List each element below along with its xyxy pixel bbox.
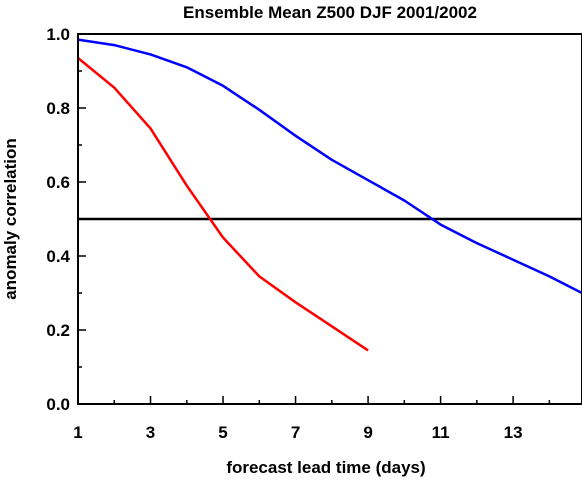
- x-tick-label: 1: [73, 423, 82, 442]
- x-tick-label: 5: [218, 423, 227, 442]
- y-tick-label: 0.2: [46, 321, 70, 340]
- series-line-blue: [77, 38, 582, 295]
- x-axis-label: forecast lead time (days): [226, 458, 425, 477]
- y-tick-label: 1.0: [46, 25, 70, 44]
- y-tick-label: 0.8: [46, 99, 70, 118]
- x-tick-label: 7: [291, 423, 300, 442]
- series-line-red: [77, 57, 369, 352]
- x-tick-label: 11: [432, 423, 450, 442]
- y-axis-label: anomaly correlation: [1, 138, 20, 300]
- chart-title: Ensemble Mean Z500 DJF 2001/2002: [183, 3, 477, 22]
- x-tick-label: 13: [504, 423, 523, 442]
- axes-layer: 1 3 5 7 9 11 130.00.20.40.60.81.0: [46, 25, 551, 442]
- x-tick-label: 9: [363, 423, 372, 442]
- y-tick-label: 0.6: [46, 173, 70, 192]
- y-tick-label: 0.4: [46, 247, 70, 266]
- y-tick-label: 0.0: [46, 395, 70, 414]
- x-tick-label: 3: [146, 423, 155, 442]
- series-layer: [77, 38, 582, 352]
- plot-frame: [77, 33, 582, 405]
